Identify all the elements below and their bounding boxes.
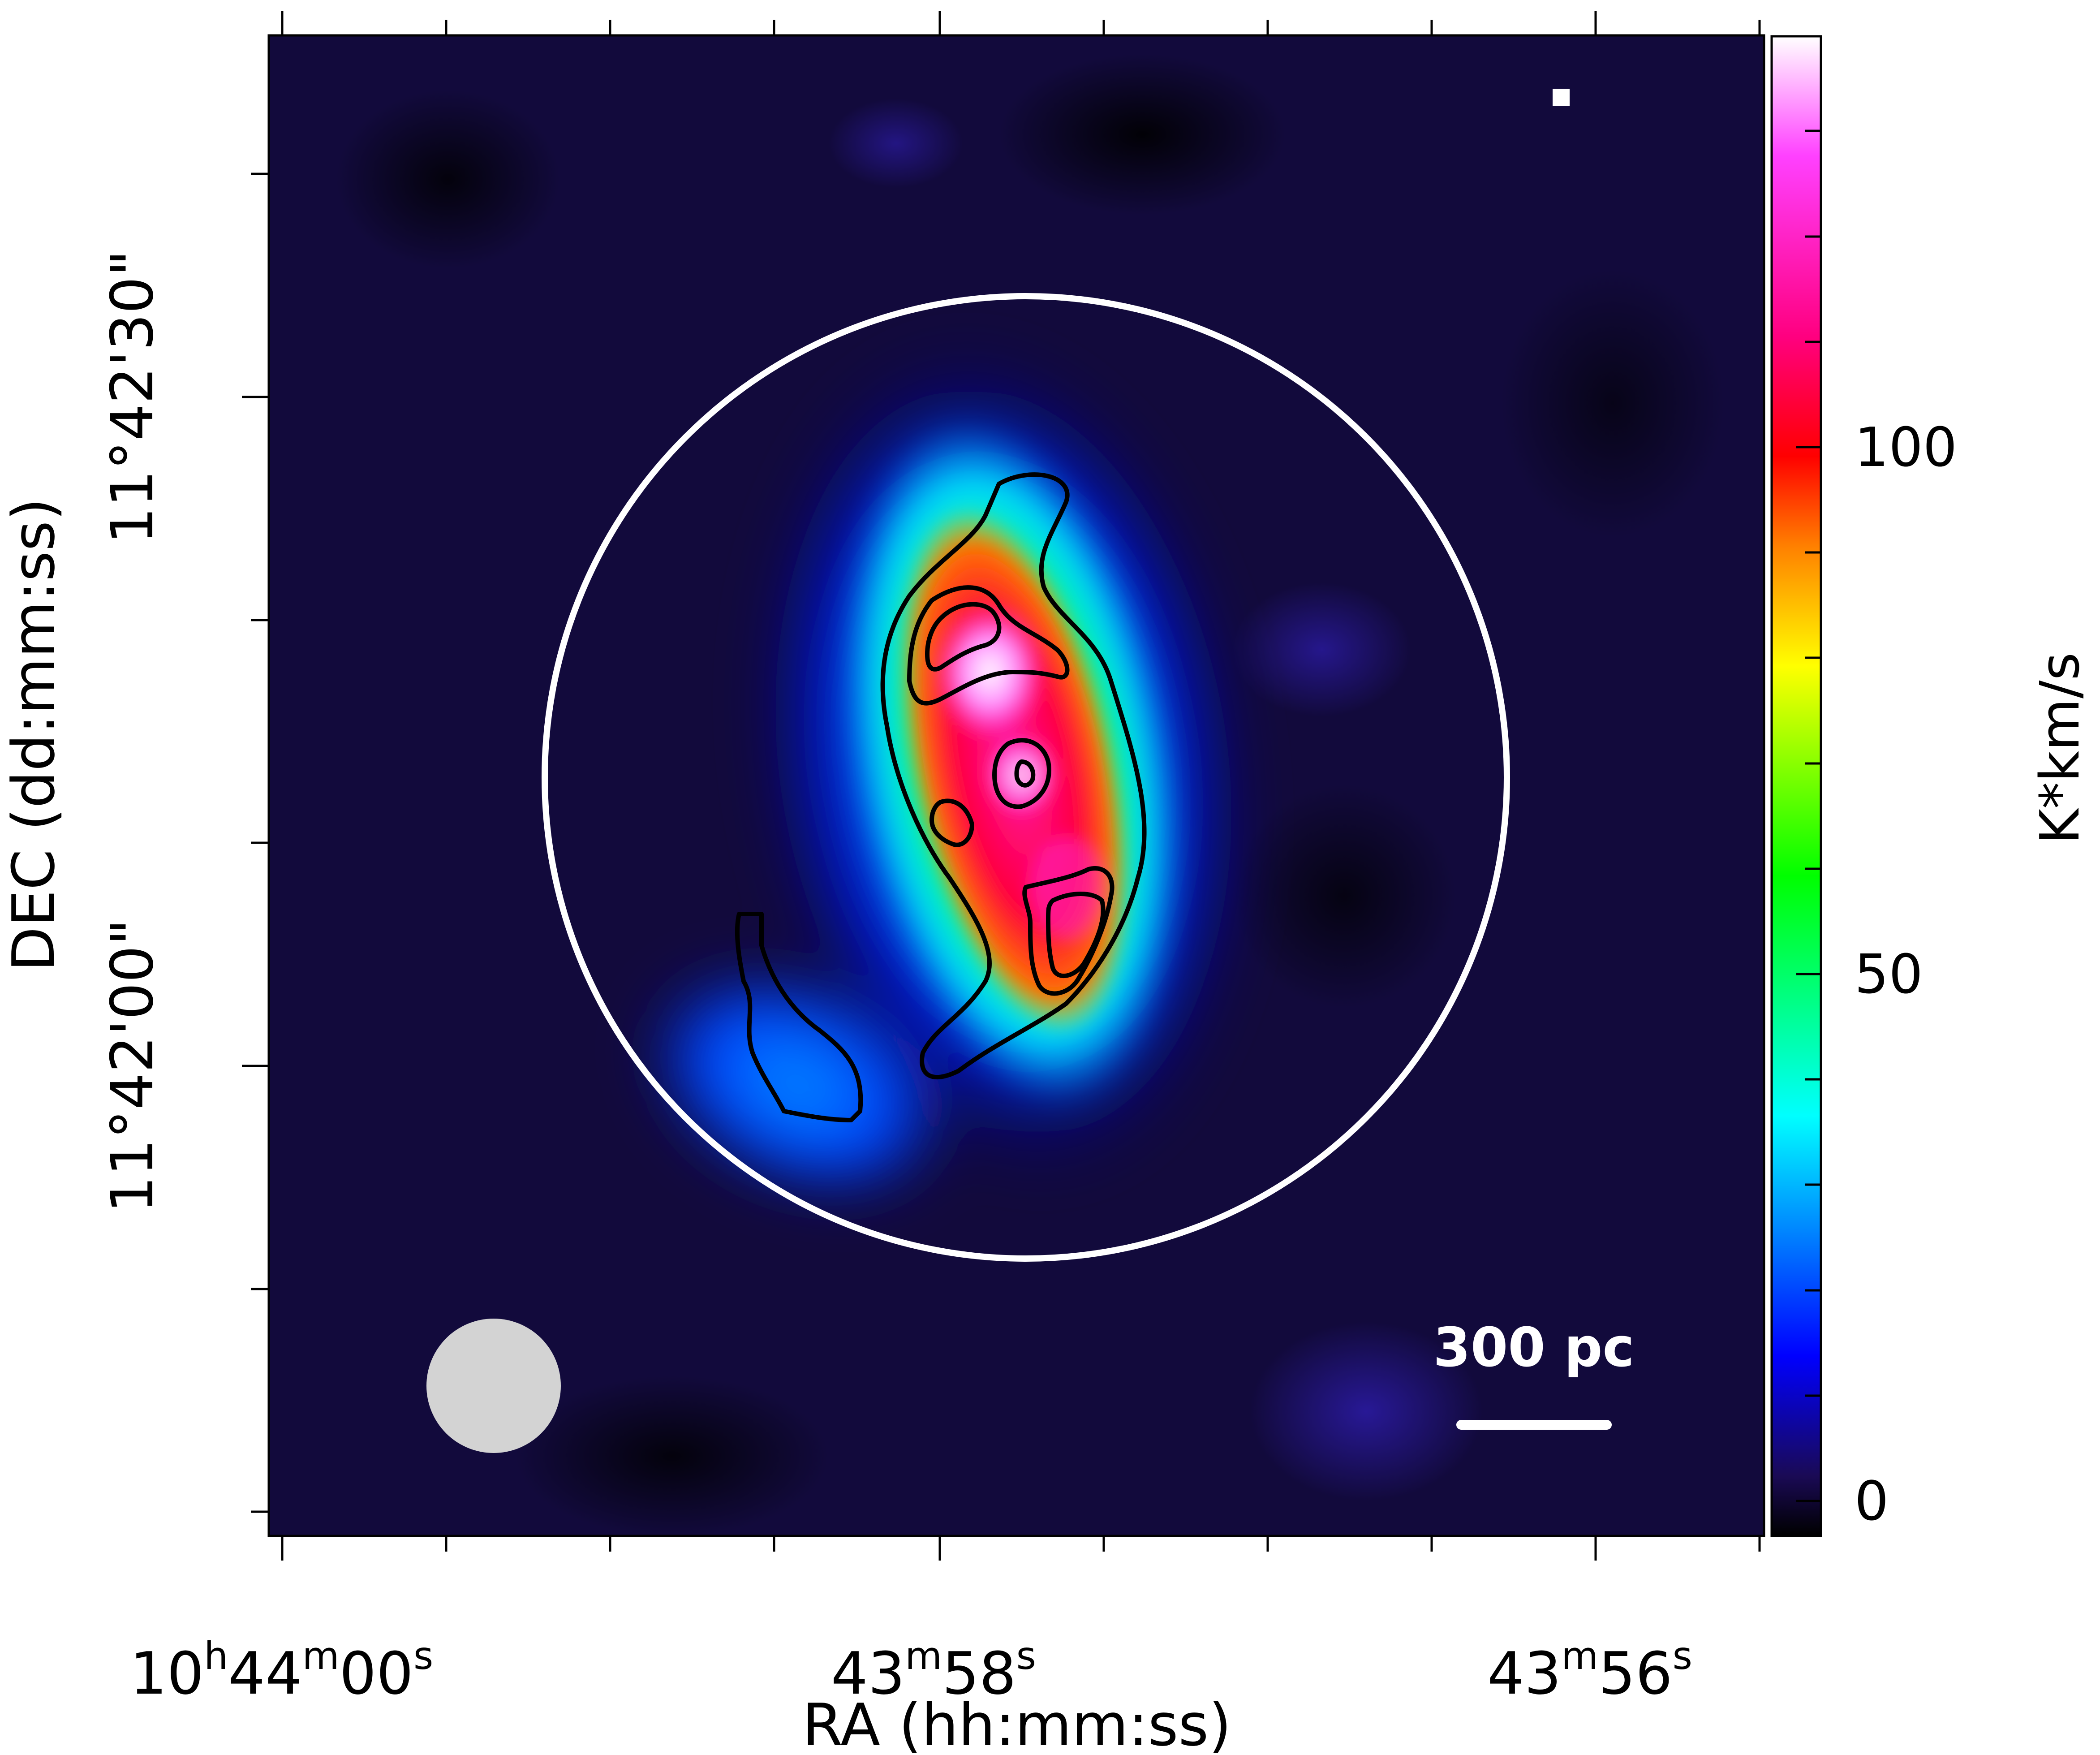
pixel-size-marker — [1553, 89, 1570, 106]
background-dark-patch — [1501, 269, 1725, 538]
contours — [735, 472, 1147, 1122]
background-blue-patch — [1250, 1322, 1483, 1501]
colorbar: 0 50 100 K*km/s — [1770, 35, 2091, 1537]
contour-north-peak-outer — [907, 585, 1070, 706]
colorbar-gradient — [1772, 36, 1821, 1536]
dec-ticks-left — [242, 172, 269, 1513]
dec-tick-label-1: 11°42'30" — [98, 250, 166, 544]
aperture-circle — [542, 293, 1510, 1262]
contour-west-knot — [930, 798, 974, 847]
emission-peak-south — [1030, 838, 1102, 936]
colorbar-title: K*km/s — [2029, 652, 2091, 844]
background-dark-patch — [515, 1376, 829, 1536]
colorbar-tick-label-50: 50 — [1855, 944, 1923, 1006]
dec-tick-labels: 11°42'30" 11°42'00" — [98, 250, 166, 1213]
contour-outer-main — [880, 472, 1147, 1080]
emission-peak-north — [936, 605, 1044, 739]
colorbar-tick-label-100: 100 — [1855, 417, 1957, 479]
ra-tick-label-3: 43m56s — [1487, 1634, 1692, 1708]
ra-ticks-top — [281, 11, 1761, 35]
plot-frame — [267, 34, 1765, 1537]
scale-bar-label: 300 pc — [1433, 1317, 1634, 1379]
background-dark-patch — [999, 54, 1286, 215]
background-blue-patch — [1232, 582, 1411, 717]
beam-ellipse — [426, 1319, 561, 1453]
colorbar-tick-labels: 0 50 100 — [1855, 417, 1957, 1533]
emission-map: 300 pc — [269, 35, 1764, 1536]
contour-southwest-blob — [735, 912, 863, 1122]
y-axis-title: DEC (dd:mm:ss) — [0, 498, 68, 971]
contour-north-peak-inner — [925, 602, 1002, 672]
colorbar-frame — [1770, 35, 1822, 1537]
background-blue-patch — [829, 99, 963, 188]
contour-central-inner — [1014, 759, 1036, 788]
colorbar-ticks — [1796, 129, 1821, 1502]
background-dark-patch — [336, 90, 560, 269]
ra-tick-label-2: 43m58s — [831, 1634, 1036, 1708]
ra-tick-labels: 10h44m00s 43m58s 43m56s — [130, 1634, 1692, 1708]
dec-tick-label-2: 11°42'00" — [98, 919, 166, 1213]
ra-ticks-bottom — [281, 1536, 1761, 1561]
x-axis-title: RA (hh:mm:ss) — [802, 1691, 1231, 1755]
background-dark-patch — [1232, 784, 1456, 1008]
ra-tick-label-1: 10h44m00s — [130, 1634, 433, 1708]
contour-central-outer — [992, 738, 1051, 809]
contour-south-knot-inner — [1046, 892, 1106, 978]
contour-south-knot-outer — [1022, 866, 1115, 996]
colorbar-tick-label-0: 0 — [1855, 1470, 1889, 1533]
